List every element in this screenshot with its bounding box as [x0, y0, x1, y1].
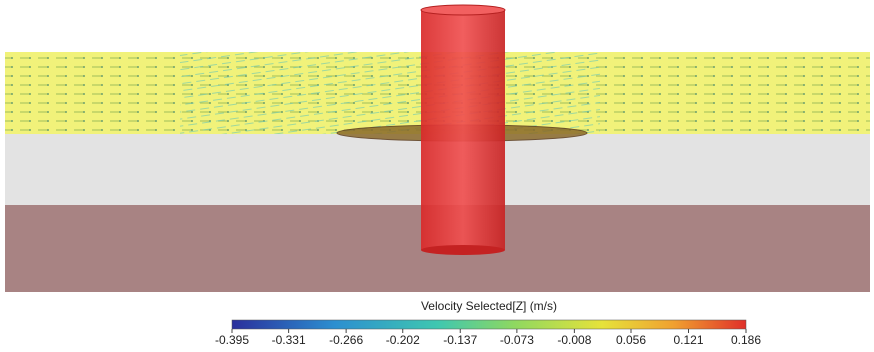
scene: Velocity Selected[Z] (m/s) -0.395 -0.331 -… — [0, 0, 874, 352]
tick-label: -0.202 — [386, 333, 420, 347]
cylinder-bottom — [421, 245, 505, 255]
tick-label: -0.395 — [215, 333, 249, 347]
cylinder-top — [421, 5, 505, 15]
colorbar-title: Velocity Selected[Z] (m/s) — [421, 299, 557, 313]
tick-label: -0.266 — [329, 333, 363, 347]
tick-label: -0.073 — [500, 333, 534, 347]
tick-label: -0.331 — [272, 333, 306, 347]
cylinder — [421, 10, 505, 250]
tick-label: 0.186 — [731, 333, 761, 347]
colorbar — [232, 320, 746, 329]
tick-label: -0.137 — [443, 333, 477, 347]
tick-label: 0.056 — [616, 333, 646, 347]
velocity-vectors-near — [180, 52, 600, 134]
tick-label: -0.008 — [557, 333, 591, 347]
tick-label: 0.121 — [673, 333, 703, 347]
